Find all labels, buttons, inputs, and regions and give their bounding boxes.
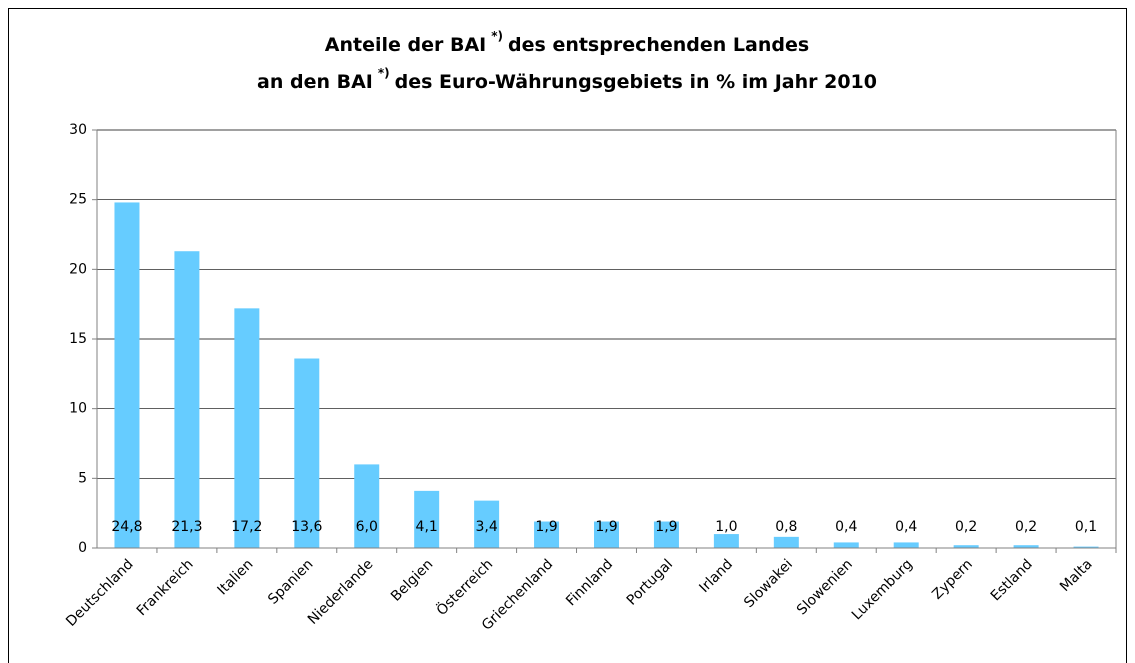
bar (174, 251, 200, 548)
bar (234, 308, 260, 548)
bar (653, 521, 679, 548)
title-superscript: *) (378, 66, 390, 80)
title-text: Anteile der BAI (325, 34, 486, 56)
title-text: des entsprechenden Landes (508, 34, 809, 56)
bar (1073, 546, 1099, 548)
value-label: 13,6 (291, 519, 322, 535)
value-label: 6,0 (356, 519, 378, 535)
bar (354, 464, 380, 548)
value-label: 24,8 (111, 519, 142, 535)
value-label: 1,9 (595, 519, 617, 535)
bar (414, 490, 440, 548)
bar (833, 542, 859, 548)
bar (713, 534, 739, 548)
y-tick-label: 5 (78, 470, 87, 486)
value-label: 0,2 (1015, 519, 1037, 535)
bar (474, 500, 500, 548)
value-label: 21,3 (171, 519, 202, 535)
value-label: 0,8 (775, 519, 797, 535)
value-label: 4,1 (416, 519, 438, 535)
bar (773, 536, 799, 548)
value-label: 0,4 (835, 519, 857, 535)
bar (1013, 545, 1039, 548)
chart-title: Anteile der BAI *) des entsprechenden Land… (325, 29, 809, 56)
value-label: 1,9 (655, 519, 677, 535)
y-tick-label: 10 (69, 401, 87, 417)
bar (294, 358, 320, 548)
value-label: 0,2 (955, 519, 977, 535)
value-label: 0,1 (1075, 519, 1097, 535)
bar (114, 202, 140, 548)
y-tick-label: 30 (69, 122, 87, 138)
value-label: 1,9 (535, 519, 557, 535)
y-tick-label: 0 (78, 540, 87, 556)
title-superscript: *) (491, 29, 503, 43)
value-label: 3,4 (475, 519, 497, 535)
bar (594, 521, 619, 548)
value-label: 17,2 (231, 519, 262, 535)
value-label: 0,4 (895, 519, 917, 535)
title-text: des Euro-Währungsgebiets in % im Jahr 20… (395, 71, 877, 93)
y-tick-label: 15 (69, 331, 87, 347)
bar (893, 542, 919, 548)
y-tick-label: 20 (69, 261, 87, 277)
y-tick-label: 25 (69, 192, 87, 208)
title-text: an den BAI (257, 71, 373, 93)
value-label: 1,0 (715, 519, 737, 535)
bar (953, 545, 979, 548)
bar (534, 521, 560, 548)
chart-title: an den BAI *) des Euro-Währungsgebiets in … (257, 66, 877, 93)
